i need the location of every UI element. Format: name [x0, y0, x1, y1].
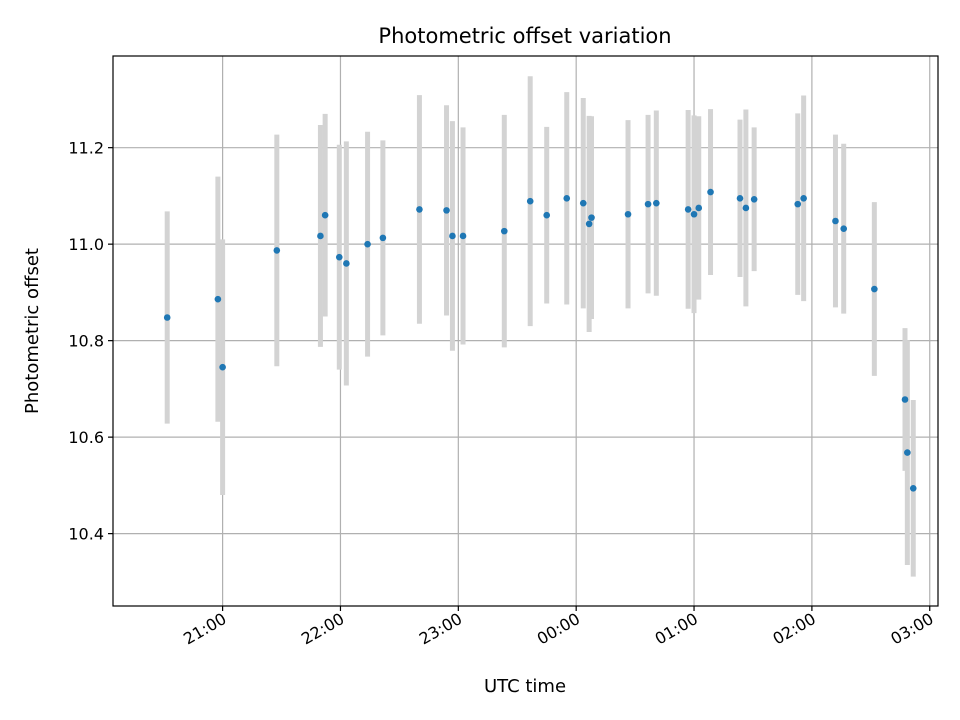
data-point	[335, 253, 343, 261]
y-tick-label: 11.0	[68, 235, 104, 254]
y-tick-label: 11.2	[68, 139, 104, 158]
data-point	[500, 227, 508, 235]
y-tick-label: 10.8	[68, 332, 104, 351]
data-point	[832, 217, 839, 225]
data-point	[736, 195, 744, 202]
data-point	[690, 210, 698, 218]
data-point	[563, 195, 571, 202]
data-point	[526, 197, 534, 205]
data-point	[750, 195, 758, 203]
y-axis-ticks: 10.4 10.6 10.8 11.0 11.2	[68, 139, 113, 544]
data-point	[644, 200, 652, 208]
data-point	[321, 211, 329, 219]
data-point	[624, 210, 632, 218]
data-point	[901, 396, 909, 403]
data-point	[543, 211, 551, 219]
data-point	[588, 214, 595, 221]
y-tick-label: 10.6	[68, 428, 104, 447]
data-point	[840, 225, 848, 233]
data-point	[219, 363, 226, 371]
data-point	[273, 247, 281, 254]
plot-area-frame	[112, 55, 939, 607]
data-point	[794, 200, 802, 208]
data-point	[317, 232, 324, 240]
data-point	[695, 204, 703, 212]
data-point	[707, 188, 714, 196]
data-point	[364, 240, 371, 248]
data-point	[742, 204, 750, 212]
data-point	[449, 232, 456, 240]
data-point	[871, 285, 878, 293]
x-axis-label: UTC time	[484, 676, 566, 697]
data-point	[443, 207, 450, 214]
data-point	[163, 314, 171, 321]
data-points	[163, 188, 917, 492]
data-point	[800, 195, 807, 202]
data-point	[459, 232, 467, 240]
data-point	[585, 220, 593, 228]
y-tick-label: 10.4	[68, 525, 104, 544]
data-point	[343, 260, 350, 267]
chart-title: Photometric offset variation	[378, 24, 671, 48]
data-point	[653, 199, 660, 207]
y-axis-label: Photometric offset	[22, 248, 43, 414]
data-point	[904, 449, 911, 456]
data-point	[379, 234, 387, 242]
data-point	[909, 484, 917, 492]
data-point	[684, 206, 692, 213]
data-point	[214, 295, 222, 303]
data-point	[579, 199, 587, 207]
data-point	[416, 206, 423, 213]
